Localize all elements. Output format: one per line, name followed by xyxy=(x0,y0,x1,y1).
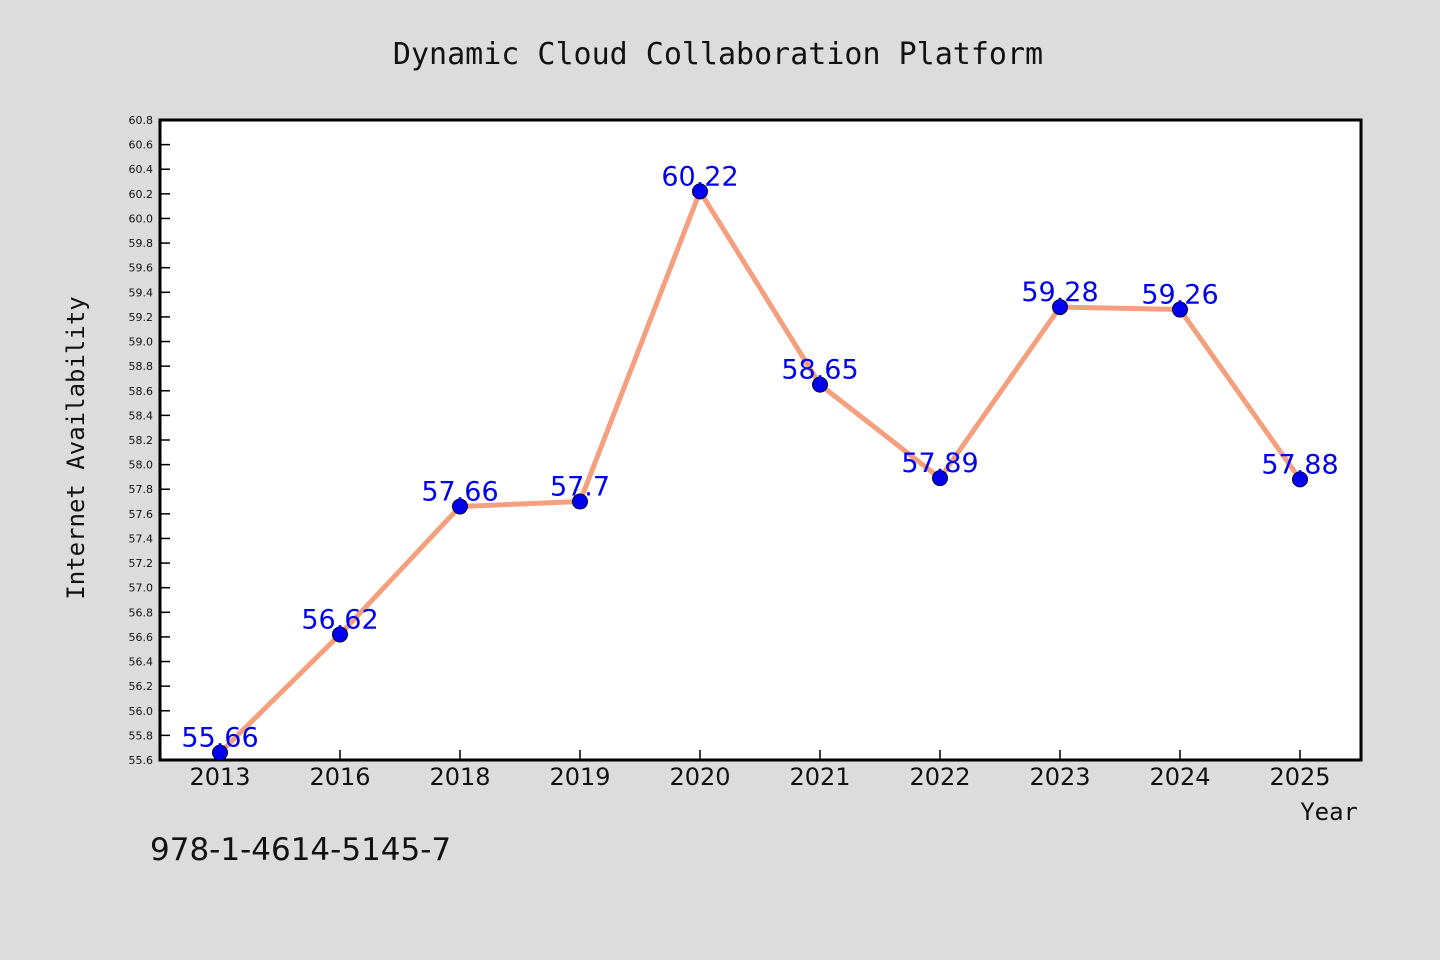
data-label: 58.65 xyxy=(781,355,858,386)
data-markers xyxy=(212,183,1308,761)
x-tick-label: 2019 xyxy=(549,763,610,791)
data-label: 60.22 xyxy=(661,161,738,192)
y-tick-label: 60.2 xyxy=(129,188,154,201)
chart-title: Dynamic Cloud Collaboration Platform xyxy=(393,37,1043,72)
y-tick-label: 60.0 xyxy=(129,212,154,225)
data-point xyxy=(1172,301,1188,318)
y-tick-label: 60.4 xyxy=(129,163,154,176)
data-label: 55.66 xyxy=(181,723,258,754)
footer-code: 978-1-4614-5145-7 xyxy=(150,832,452,868)
y-tick-label: 60.8 xyxy=(129,114,154,127)
data-point xyxy=(932,470,948,487)
x-axis: 2013 2016 2018 2019 2020 2021 2022 2023 2024 2025 xyxy=(189,750,1331,791)
data-point xyxy=(212,744,228,761)
x-tick-label: 2016 xyxy=(309,763,370,791)
y-tick-label: 59.8 xyxy=(129,237,154,250)
y-tick-label: 59.2 xyxy=(129,311,154,324)
y-tick-label: 56.4 xyxy=(129,656,154,669)
y-tick-label: 58.4 xyxy=(129,409,154,422)
x-tick-label: 2020 xyxy=(669,763,730,791)
y-tick-label: 58.8 xyxy=(129,360,154,373)
y-tick-label: 57.2 xyxy=(129,557,154,570)
data-label: 59.28 xyxy=(1021,277,1098,308)
y-tick-label: 55.8 xyxy=(129,729,154,742)
y-tick-label: 57.0 xyxy=(129,582,154,595)
data-label: 56.62 xyxy=(301,604,378,635)
y-axis-label: Internet Availability xyxy=(62,296,90,599)
data-point xyxy=(1292,471,1308,488)
y-tick-label: 56.6 xyxy=(129,631,154,644)
x-tick-label: 2018 xyxy=(429,763,490,791)
x-tick-label: 2021 xyxy=(789,763,850,791)
y-tick-label: 56.0 xyxy=(129,705,154,718)
data-label: 57.88 xyxy=(1261,449,1338,480)
y-tick-label: 59.0 xyxy=(129,336,154,349)
y-tick-label: 55.6 xyxy=(129,754,154,767)
data-point xyxy=(332,626,348,643)
data-labels: 55.66 56.62 57.66 57.7 60.22 58.65 57.89 59.28 5… xyxy=(181,161,1338,753)
x-tick-label: 2025 xyxy=(1269,763,1330,791)
y-tick-label: 56.8 xyxy=(129,606,154,619)
data-point xyxy=(452,498,468,515)
x-tick-label: 2023 xyxy=(1029,763,1090,791)
data-point xyxy=(572,493,588,510)
data-point xyxy=(692,183,708,200)
y-tick-label: 58.2 xyxy=(129,434,154,447)
x-tick-label: 2024 xyxy=(1149,763,1210,791)
x-axis-label: Year xyxy=(1300,798,1358,826)
y-tick-label: 56.2 xyxy=(129,680,154,693)
y-tick-label: 59.6 xyxy=(129,262,154,275)
series-line xyxy=(218,188,1303,755)
plot-area xyxy=(158,118,1363,762)
y-tick-label: 57.6 xyxy=(129,508,154,521)
y-tick-label: 60.6 xyxy=(129,139,154,152)
data-label: 57.7 xyxy=(550,472,610,503)
x-tick-label: 2022 xyxy=(909,763,970,791)
data-point xyxy=(812,376,828,393)
y-tick-label: 57.8 xyxy=(129,483,154,496)
y-tick-label: 59.4 xyxy=(129,286,154,299)
y-tick-label: 57.4 xyxy=(129,532,154,545)
data-label: 57.66 xyxy=(421,476,498,507)
data-label: 59.26 xyxy=(1141,280,1218,311)
data-point xyxy=(1052,299,1068,316)
data-label: 57.89 xyxy=(901,448,978,479)
x-tick-label: 2013 xyxy=(189,763,250,791)
y-tick-label: 58.0 xyxy=(129,459,154,472)
y-tick-label: 58.6 xyxy=(129,385,154,398)
y-axis: 55.6 55.8 56.0 56.2 56.4 56.6 56.8 57.0 57.2 57.4… xyxy=(129,114,170,767)
